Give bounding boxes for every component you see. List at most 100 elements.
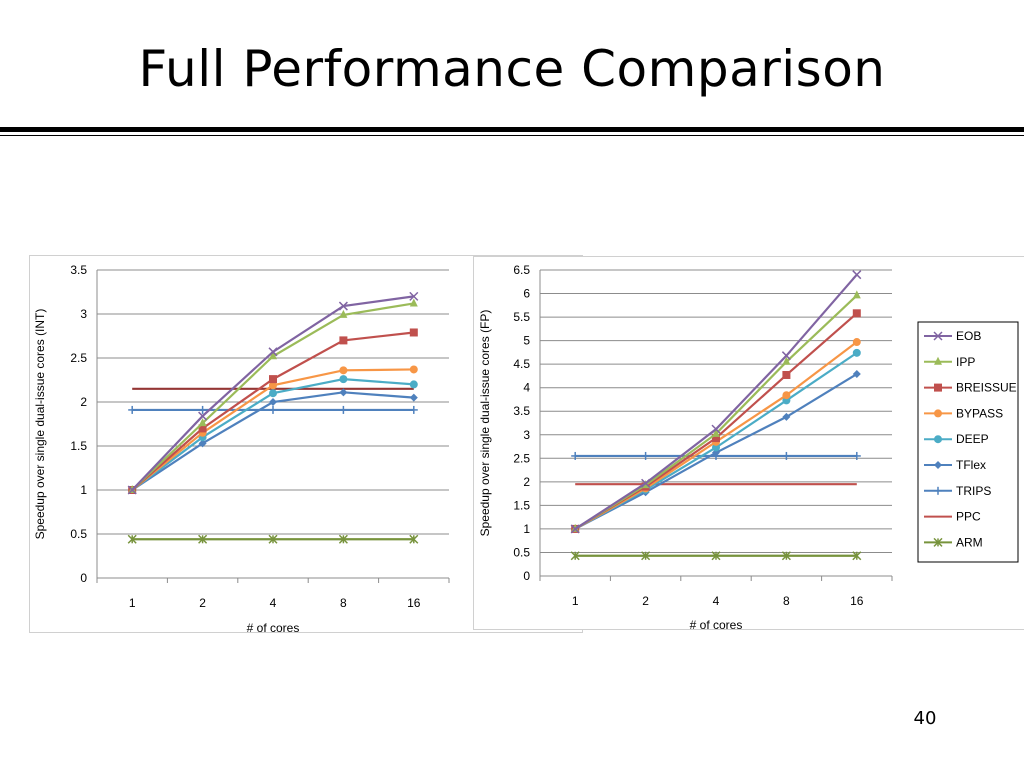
chart1-legend-label: TFlex	[956, 458, 986, 472]
chart-fp-svg: 0 0.5 1 1.5 2 2.5 3 3.5 4 4.5 5 5.5 6 6.5 1 2 4 8 16 # of c…	[478, 263, 1019, 629]
chart0-data-point-tflex	[269, 398, 277, 406]
chart0-data-point-ipp	[339, 309, 348, 318]
chart0-data-point-eob	[127, 485, 137, 495]
chart1-legend-item-arm: ARM	[924, 535, 983, 549]
chart0-series-deep	[128, 375, 418, 494]
chart0-data-point-breissue	[409, 328, 418, 337]
chart1-legend-label: ARM	[956, 535, 983, 549]
chart0-data-point-tflex	[409, 393, 418, 402]
chart1-data-point-arm	[641, 551, 651, 561]
chart0-series-tflex	[128, 388, 418, 494]
chart0-data-point-tflex	[339, 388, 348, 397]
chart0-data-point-trips	[128, 405, 137, 414]
chart-int-svg: 0 0.5 1 1.5 2 2.5 3 3.5 1 2 4 8 16 # of cores Speedup …	[33, 263, 450, 632]
chart0-data-point-bypass	[339, 366, 348, 375]
chart1-data-point-arm	[570, 551, 580, 561]
chart1-y-tick-label: 1.5	[513, 498, 530, 512]
chart0-data-point-breissue	[269, 375, 277, 384]
chart0-data-point-arm	[409, 534, 419, 544]
chart1-data-point-deep	[852, 348, 861, 357]
chart0-data-point-ipp	[198, 418, 207, 427]
chart1-x-axis-title: # of cores	[690, 618, 743, 629]
chart1-legend-label: BYPASS	[956, 406, 1003, 420]
chart1-legend-label: PPC	[956, 510, 981, 524]
chart1-legend-label: TRIPS	[956, 484, 991, 498]
slide-title: Full Performance Comparison	[138, 40, 886, 98]
chart1-legend-label: BREISSUE	[956, 381, 1017, 395]
chart0-data-point-eob	[198, 411, 208, 421]
chart1-y-tick-label: 2.5	[513, 451, 530, 465]
chart1-data-point-eob	[852, 270, 862, 280]
chart0-y-tick-label: 3	[80, 307, 87, 321]
chart0-data-point-deep	[269, 389, 277, 398]
chart1-data-point-tflex	[782, 412, 791, 421]
chart1-data-point-ipp	[852, 290, 861, 299]
chart0-x-tick-label: 1	[129, 596, 136, 610]
chart0-data-point-tflex	[198, 439, 207, 448]
chart0-data-point-breissue	[339, 336, 348, 345]
chart0-data-point-arm	[198, 534, 208, 544]
chart0-data-point-ipp	[269, 351, 277, 360]
chart0-y-tick-label: 3.5	[70, 263, 87, 277]
chart0-data-point-trips	[339, 405, 348, 414]
chart0-x-axis-title: # of cores	[247, 621, 300, 632]
chart1-data-point-eob	[711, 424, 721, 434]
chart1-legend-item-tflex: TFlex	[924, 458, 986, 472]
chart1-data-point-ipp	[782, 356, 791, 365]
chart0-x-tick-label: 2	[199, 596, 206, 610]
chart1-legend-swatch-marker	[934, 383, 942, 392]
chart1-data-point-breissue	[782, 370, 791, 379]
chart0-y-tick-label: 2	[80, 395, 87, 409]
title-divider-thick	[0, 127, 1024, 132]
chart1-legend-swatch-marker	[934, 461, 942, 469]
chart1-x-tick-label: 16	[850, 594, 864, 608]
chart1-x-tick-label: 1	[572, 594, 579, 608]
chart1-legend-item-bypass: BYPASS	[924, 406, 1003, 420]
chart1-series-breissue	[571, 309, 861, 533]
chart1-data-point-breissue	[852, 309, 861, 318]
chart1-x-tick-label: 4	[713, 594, 720, 608]
chart0-data-point-bypass	[409, 365, 418, 374]
chart0-data-point-breissue	[198, 424, 207, 433]
chart1-legend-item-eob: EOB	[924, 329, 981, 343]
chart1-y-tick-label: 6	[523, 287, 530, 301]
chart1-data-point-eob	[781, 351, 791, 361]
chart0-series-bypass	[128, 365, 418, 494]
chart1-legend-swatch-marker	[934, 409, 942, 418]
chart0-data-point-eob	[338, 301, 348, 311]
chart0-series-eob	[127, 291, 419, 495]
chart1-series-line-breissue	[574, 312, 858, 530]
chart0-data-point-trips	[409, 405, 418, 414]
chart1-legend-label: EOB	[956, 329, 981, 343]
chart0-data-point-bypass	[269, 381, 277, 390]
chart1-y-tick-label: 6.5	[513, 263, 530, 277]
chart0-y-tick-label: 2.5	[70, 351, 87, 365]
page-number: 40	[913, 708, 937, 729]
chart1-data-point-arm	[852, 551, 862, 561]
chart0-series-trips	[128, 405, 418, 414]
chart0-data-point-trips	[269, 405, 277, 414]
chart0-gridlines	[97, 269, 449, 579]
chart0-data-point-arm	[268, 534, 278, 544]
chart0-data-point-arm	[338, 534, 348, 544]
chart1-legend-swatch-marker	[934, 356, 942, 365]
chart1-legend: EOB IPP BREISSUE BYPASS DEEP TFlex TRIPS PPC ARM	[917, 321, 1019, 563]
chart1-y-tick-label: 4.5	[513, 357, 530, 371]
chart1-legend-item-trips: TRIPS	[924, 484, 991, 498]
chart1-y-tick-label: 0	[523, 569, 530, 583]
chart1-y-tick-label: 5	[523, 334, 530, 348]
chart1-legend-item-deep: DEEP	[924, 432, 989, 446]
chart1-y-tick-label: 0.5	[513, 545, 530, 559]
chart1-legend-swatch-marker	[933, 331, 943, 341]
chart0-data-point-trips	[198, 405, 207, 414]
chart0-data-point-eob	[409, 291, 419, 301]
chart0-x-tick-label: 16	[407, 596, 421, 610]
chart1-series-line-ipp	[574, 294, 858, 530]
chart0-x-tick-label: 8	[340, 596, 347, 610]
chart1-y-tick-label: 1	[523, 522, 530, 536]
chart1-legend-item-ppc: PPC	[924, 510, 981, 524]
chart1-y-tick-label: 3.5	[513, 404, 530, 418]
chart1-data-point-arm	[711, 551, 721, 561]
chart0-data-point-arm	[127, 534, 137, 544]
chart1-legend-swatch-marker	[934, 486, 942, 495]
